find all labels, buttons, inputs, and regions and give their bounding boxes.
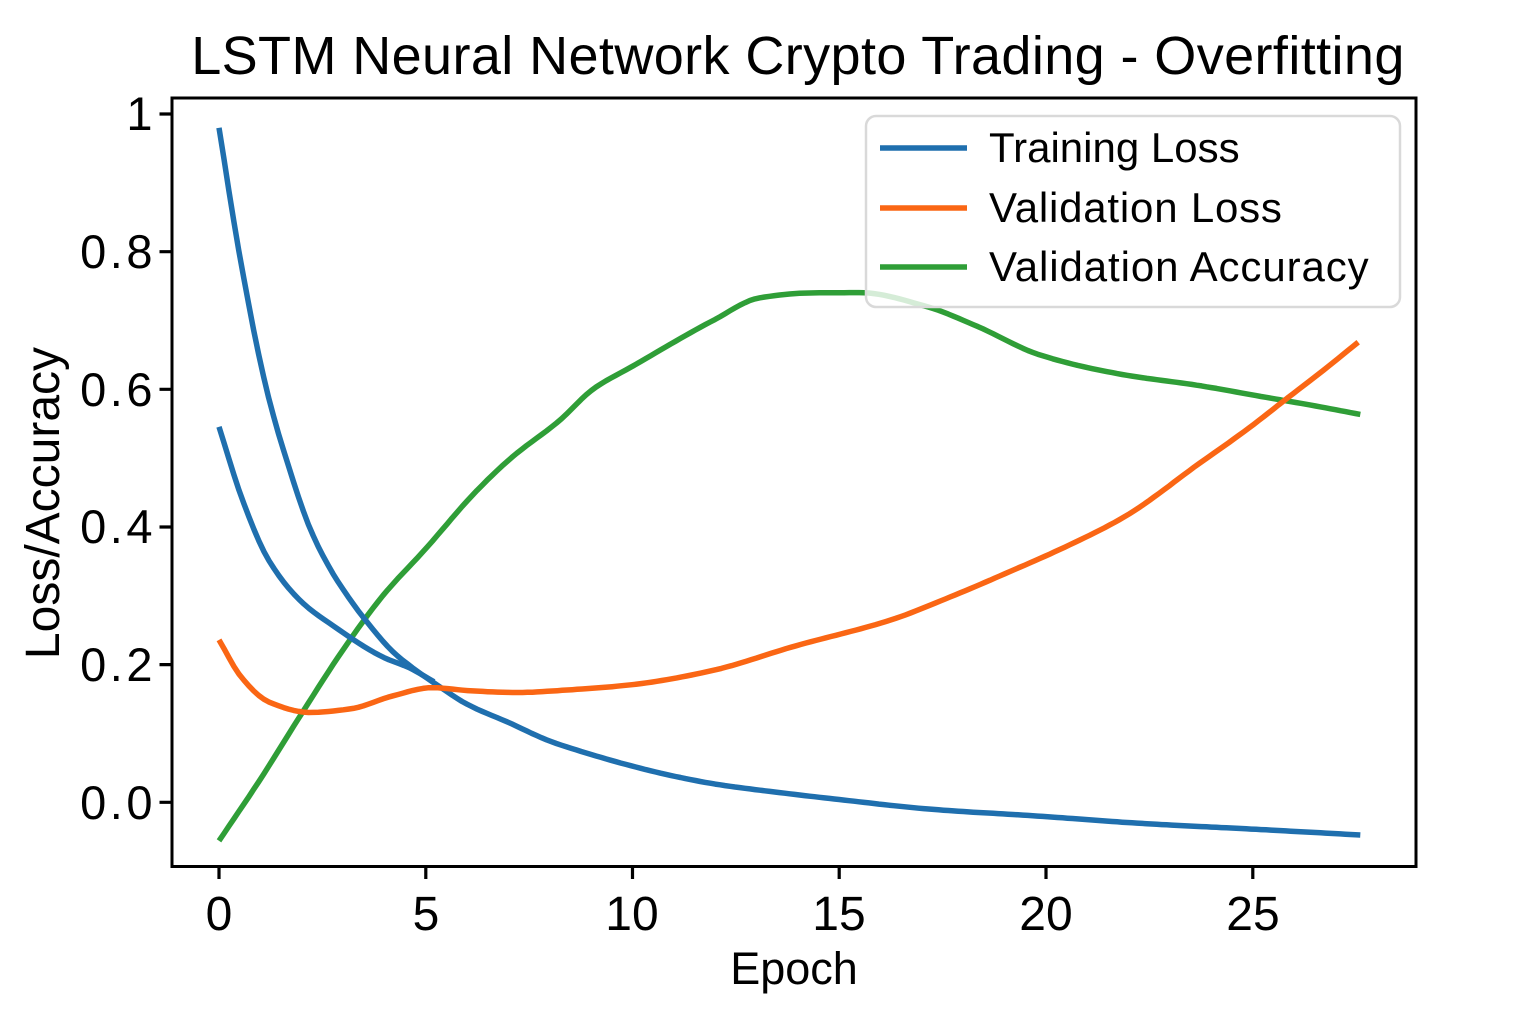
svg-text:0.2: 0.2 (80, 638, 156, 691)
svg-text:Validation Accuracy: Validation Accuracy (989, 243, 1370, 290)
svg-text:5: 5 (413, 888, 440, 941)
svg-text:0.6: 0.6 (80, 363, 156, 416)
svg-text:Validation Loss: Validation Loss (989, 184, 1283, 231)
svg-text:15: 15 (812, 888, 865, 941)
svg-text:0.0: 0.0 (80, 776, 156, 829)
svg-text:1: 1 (126, 87, 156, 140)
svg-text:0.4: 0.4 (80, 500, 156, 553)
svg-text:25: 25 (1226, 888, 1279, 941)
svg-text:Training Loss: Training Loss (989, 124, 1240, 171)
svg-text:Loss/Accuracy: Loss/Accuracy (17, 347, 70, 659)
svg-text:0.8: 0.8 (80, 225, 156, 278)
svg-text:20: 20 (1019, 888, 1072, 941)
svg-text:LSTM Neural Network Crypto Tra: LSTM Neural Network Crypto Trading - Ove… (191, 26, 1405, 86)
svg-text:0: 0 (206, 888, 233, 941)
svg-text:10: 10 (605, 888, 658, 941)
svg-text:Epoch: Epoch (730, 943, 858, 994)
